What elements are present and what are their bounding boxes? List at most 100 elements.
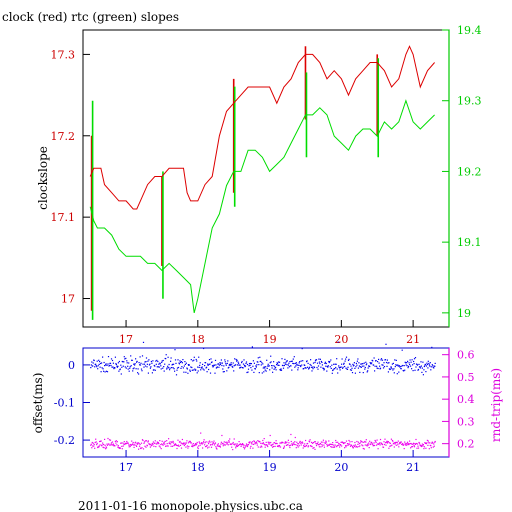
point-rnd-trip <box>364 444 366 446</box>
point-offset <box>229 363 231 365</box>
point-offset <box>100 362 102 365</box>
point-rnd-trip <box>256 444 258 446</box>
point-offset <box>204 365 206 367</box>
point-rnd-trip <box>287 444 289 446</box>
point-offset <box>274 365 276 367</box>
top-y-tick-label: 17.1 <box>51 211 76 224</box>
point-rnd-trip <box>424 442 426 444</box>
point-offset <box>118 360 120 363</box>
point-offset <box>433 367 435 369</box>
point-rnd-trip <box>410 442 412 445</box>
point-offset <box>311 366 314 368</box>
point-offset <box>185 371 187 373</box>
point-offset <box>195 358 197 361</box>
point-rnd-trip <box>117 445 119 447</box>
point-offset <box>112 366 114 368</box>
point-offset <box>351 372 354 374</box>
point-offset <box>269 369 271 371</box>
point-offset <box>403 365 405 367</box>
point-rnd-trip <box>430 445 432 447</box>
point-rnd-trip <box>181 438 183 441</box>
point-rnd-trip <box>269 434 271 437</box>
point-rnd-trip <box>366 445 368 447</box>
point-rnd-trip <box>243 448 246 450</box>
point-offset <box>296 364 298 366</box>
point-offset <box>119 368 121 370</box>
point-rnd-trip <box>344 442 346 444</box>
bottom-x-tick-label: 21 <box>406 461 420 474</box>
point-rnd-trip <box>106 444 109 446</box>
point-offset <box>124 358 126 360</box>
point-offset <box>392 362 394 364</box>
point-rnd-trip <box>364 440 366 443</box>
point-offset <box>302 360 304 362</box>
point-offset <box>203 369 205 371</box>
point-rnd-trip <box>404 443 406 445</box>
point-rnd-trip <box>370 443 372 445</box>
point-rnd-trip <box>303 444 305 446</box>
point-rnd-trip <box>303 445 305 448</box>
point-offset <box>283 364 285 367</box>
point-offset <box>293 363 295 365</box>
point-rnd-trip <box>116 444 118 446</box>
point-rnd-trip <box>151 444 153 446</box>
point-rnd-trip <box>425 447 427 449</box>
point-rnd-trip <box>214 442 217 444</box>
point-rnd-trip <box>219 445 221 447</box>
point-offset <box>226 370 228 372</box>
point-offset <box>111 359 114 362</box>
point-offset <box>229 364 231 367</box>
point-offset <box>219 363 221 366</box>
point-offset <box>257 357 259 359</box>
point-rnd-trip <box>138 442 140 444</box>
point-offset <box>285 362 287 364</box>
point-rnd-trip <box>434 440 436 443</box>
point-rnd-trip <box>290 440 292 443</box>
point-rnd-trip <box>389 445 391 447</box>
point-rnd-trip <box>220 443 222 445</box>
point-rnd-trip <box>217 445 219 447</box>
point-offset <box>414 369 416 371</box>
point-rnd-trip <box>425 443 427 445</box>
point-rnd-trip <box>94 441 96 444</box>
point-offset <box>282 365 284 367</box>
point-rnd-trip <box>350 444 353 447</box>
point-offset <box>247 371 249 373</box>
point-rnd-trip <box>333 444 335 446</box>
point-offset <box>343 362 345 364</box>
point-offset <box>381 364 383 366</box>
point-offset <box>386 359 388 361</box>
point-offset <box>434 362 436 364</box>
point-rnd-trip <box>381 444 384 446</box>
point-rnd-trip <box>415 438 417 441</box>
point-rnd-trip <box>393 446 395 448</box>
point-offset <box>135 358 137 360</box>
point-offset <box>339 367 341 369</box>
point-offset <box>198 366 200 368</box>
point-rnd-trip <box>345 446 347 448</box>
point-offset <box>115 363 117 365</box>
point-offset <box>117 362 119 364</box>
point-offset <box>202 368 204 370</box>
point-rnd-trip <box>297 446 299 448</box>
point-rnd-trip <box>328 440 330 442</box>
point-offset <box>236 360 238 362</box>
point-offset <box>144 361 146 363</box>
point-rnd-trip <box>216 448 218 450</box>
point-offset <box>394 359 396 361</box>
point-rnd-trip <box>97 446 99 449</box>
point-rnd-trip <box>279 442 281 444</box>
point-rnd-trip <box>230 443 232 446</box>
point-rnd-trip <box>314 448 316 450</box>
point-offset <box>166 367 168 369</box>
point-offset <box>234 358 236 360</box>
point-offset <box>150 366 152 368</box>
point-rnd-trip <box>166 443 168 445</box>
point-offset <box>406 365 408 367</box>
point-offset <box>258 372 260 374</box>
point-rnd-trip <box>180 447 183 449</box>
series-line-clock <box>89 45 435 210</box>
point-rnd-trip <box>284 441 286 443</box>
point-offset <box>226 362 228 364</box>
point-rnd-trip <box>184 442 186 444</box>
